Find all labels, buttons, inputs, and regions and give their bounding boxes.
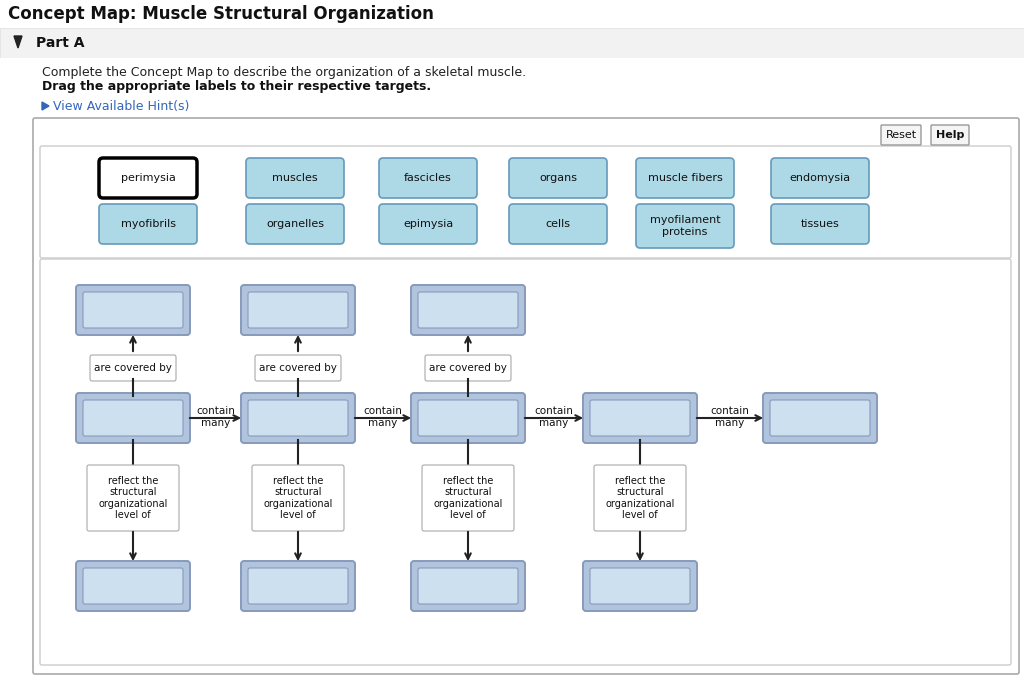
Text: Complete the Concept Map to describe the organization of a skeletal muscle.: Complete the Concept Map to describe the… — [42, 66, 526, 79]
Text: View Available Hint(s): View Available Hint(s) — [53, 99, 189, 112]
FancyBboxPatch shape — [418, 400, 518, 436]
Text: cells: cells — [546, 219, 570, 229]
FancyBboxPatch shape — [583, 393, 697, 443]
FancyBboxPatch shape — [636, 158, 734, 198]
FancyBboxPatch shape — [87, 465, 179, 531]
FancyBboxPatch shape — [40, 146, 1011, 258]
FancyBboxPatch shape — [248, 568, 348, 604]
FancyBboxPatch shape — [770, 400, 870, 436]
Bar — [0, 28, 1024, 58]
Text: contain
many: contain many — [196, 406, 234, 428]
FancyBboxPatch shape — [99, 204, 197, 244]
Text: Reset: Reset — [886, 130, 916, 140]
Text: contain
many: contain many — [711, 406, 750, 428]
FancyBboxPatch shape — [411, 393, 525, 443]
Text: Help: Help — [936, 130, 965, 140]
FancyBboxPatch shape — [636, 204, 734, 248]
FancyBboxPatch shape — [246, 158, 344, 198]
Text: are covered by: are covered by — [259, 363, 337, 373]
Text: fascicles: fascicles — [404, 173, 452, 183]
Bar — [0, 58, 1024, 115]
Text: muscles: muscles — [272, 173, 317, 183]
FancyBboxPatch shape — [33, 118, 1019, 674]
FancyBboxPatch shape — [590, 568, 690, 604]
Text: are covered by: are covered by — [429, 363, 507, 373]
FancyBboxPatch shape — [241, 285, 355, 335]
Text: contain
many: contain many — [364, 406, 402, 428]
FancyBboxPatch shape — [594, 465, 686, 531]
Text: myofibrils: myofibrils — [121, 219, 175, 229]
FancyBboxPatch shape — [241, 561, 355, 611]
FancyBboxPatch shape — [76, 393, 190, 443]
Text: reflect the
structural
organizational
level of: reflect the structural organizational le… — [263, 475, 333, 521]
FancyBboxPatch shape — [83, 400, 183, 436]
FancyBboxPatch shape — [771, 158, 869, 198]
Text: reflect the
structural
organizational
level of: reflect the structural organizational le… — [433, 475, 503, 521]
Text: organs: organs — [539, 173, 577, 183]
Text: reflect the
structural
organizational
level of: reflect the structural organizational le… — [605, 475, 675, 521]
FancyBboxPatch shape — [241, 393, 355, 443]
FancyBboxPatch shape — [509, 158, 607, 198]
FancyBboxPatch shape — [379, 204, 477, 244]
Bar — [0, 0, 1024, 28]
Text: Drag the appropriate labels to their respective targets.: Drag the appropriate labels to their res… — [42, 79, 431, 92]
FancyBboxPatch shape — [418, 292, 518, 328]
FancyBboxPatch shape — [881, 125, 921, 145]
FancyBboxPatch shape — [252, 465, 344, 531]
FancyBboxPatch shape — [40, 259, 1011, 665]
FancyBboxPatch shape — [99, 158, 197, 198]
Polygon shape — [42, 102, 49, 110]
Text: contain
many: contain many — [535, 406, 573, 428]
FancyBboxPatch shape — [83, 568, 183, 604]
FancyBboxPatch shape — [509, 204, 607, 244]
FancyBboxPatch shape — [418, 568, 518, 604]
FancyBboxPatch shape — [76, 561, 190, 611]
FancyBboxPatch shape — [422, 465, 514, 531]
Text: organelles: organelles — [266, 219, 324, 229]
FancyBboxPatch shape — [90, 355, 176, 381]
FancyBboxPatch shape — [83, 292, 183, 328]
FancyBboxPatch shape — [931, 125, 969, 145]
FancyBboxPatch shape — [763, 393, 877, 443]
Text: epimysia: epimysia — [402, 219, 454, 229]
FancyBboxPatch shape — [771, 204, 869, 244]
Text: Part A: Part A — [36, 36, 85, 50]
FancyBboxPatch shape — [255, 355, 341, 381]
FancyBboxPatch shape — [76, 285, 190, 335]
Text: perimysia: perimysia — [121, 173, 175, 183]
FancyBboxPatch shape — [411, 285, 525, 335]
FancyBboxPatch shape — [425, 355, 511, 381]
FancyBboxPatch shape — [411, 561, 525, 611]
FancyBboxPatch shape — [379, 158, 477, 198]
Text: endomysia: endomysia — [790, 173, 851, 183]
Text: reflect the
structural
organizational
level of: reflect the structural organizational le… — [98, 475, 168, 521]
FancyBboxPatch shape — [583, 561, 697, 611]
Polygon shape — [14, 36, 22, 48]
Text: muscle fibers: muscle fibers — [647, 173, 722, 183]
Text: are covered by: are covered by — [94, 363, 172, 373]
Text: Concept Map: Muscle Structural Organization: Concept Map: Muscle Structural Organizat… — [8, 5, 434, 23]
FancyBboxPatch shape — [246, 204, 344, 244]
FancyBboxPatch shape — [248, 400, 348, 436]
Text: tissues: tissues — [801, 219, 840, 229]
FancyBboxPatch shape — [590, 400, 690, 436]
Text: myofilament
proteins: myofilament proteins — [649, 215, 720, 237]
FancyBboxPatch shape — [248, 292, 348, 328]
